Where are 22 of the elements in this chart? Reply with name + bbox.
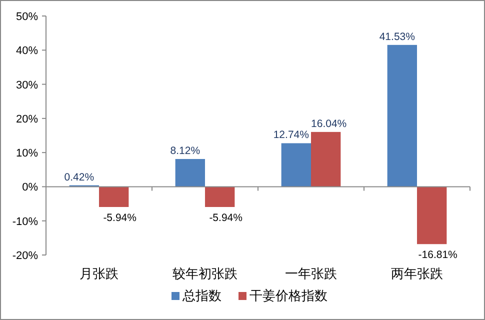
data-label: 16.04% [311, 118, 347, 130]
y-tick-label: -10% [12, 216, 38, 228]
data-label: -5.94% [103, 212, 136, 224]
x-tick-label: 两年张跌 [391, 266, 443, 281]
data-label: 12.74% [273, 129, 309, 142]
data-label: -5.94% [209, 212, 242, 224]
y-tick-label: 30% [16, 79, 38, 92]
legend-label: 总指数 [182, 288, 222, 303]
x-tick-label: 一年张跌 [285, 266, 337, 281]
data-label: -16.81% [418, 249, 458, 262]
x-tick-label: 较年初张跌 [172, 266, 238, 281]
data-label: 0.42% [64, 171, 94, 184]
data-label: 8.12% [170, 144, 200, 157]
data-label: 41.53% [379, 30, 415, 43]
y-tick-label: 40% [16, 45, 38, 58]
y-tick-label: 10% [16, 148, 38, 160]
x-tick-label: 月张跌 [80, 266, 118, 281]
y-tick-label: 0% [22, 182, 38, 194]
y-tick-label: -20% [12, 250, 38, 262]
y-tick-label: 50% [16, 11, 38, 23]
legend-label: 干姜价格指数 [250, 288, 328, 303]
y-tick-label: 20% [16, 113, 38, 126]
